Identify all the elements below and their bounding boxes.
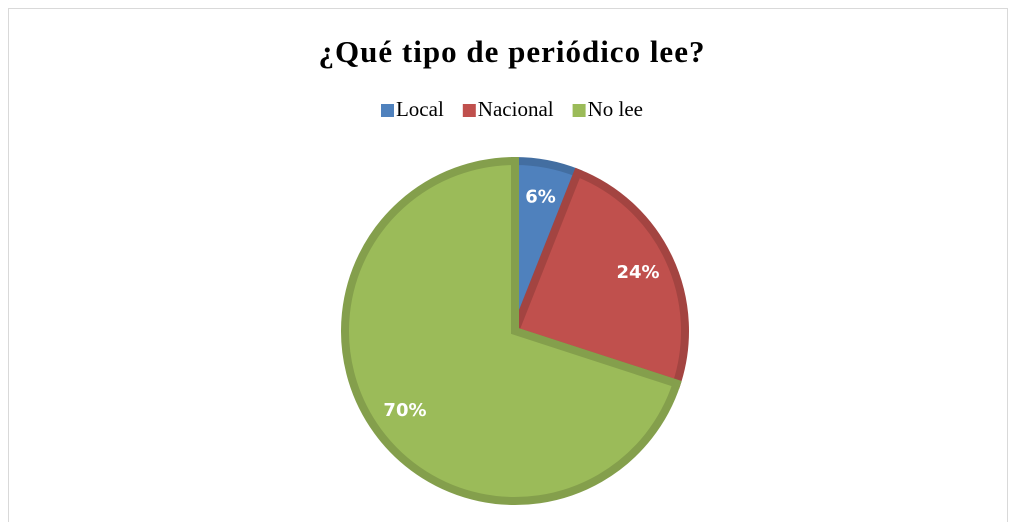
- data-label: 24%: [617, 262, 660, 283]
- chart-title: ¿Qué tipo de periódico lee?: [319, 34, 706, 69]
- legend-swatch: [572, 104, 586, 117]
- legend-label: Nacional: [478, 97, 554, 121]
- data-label: 70%: [383, 400, 426, 421]
- data-label: 6%: [525, 186, 556, 207]
- pie-slice: [341, 156, 682, 505]
- legend-label: No lee: [588, 97, 643, 121]
- pie-slice: [509, 167, 689, 389]
- legend-label: Local: [396, 97, 444, 121]
- legend-swatch: [380, 104, 394, 117]
- legend-swatch: [462, 104, 476, 117]
